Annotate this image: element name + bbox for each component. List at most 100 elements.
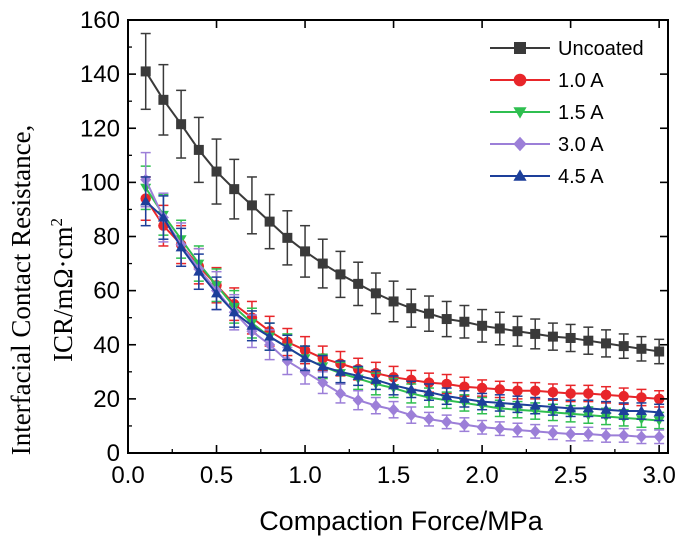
legend-label: Uncoated bbox=[558, 38, 644, 60]
legend-item: 1.5 A bbox=[490, 102, 604, 124]
y-tick-label: 160 bbox=[80, 7, 120, 34]
data-point bbox=[423, 413, 435, 426]
data-point bbox=[636, 392, 647, 403]
data-point bbox=[600, 429, 612, 442]
data-point bbox=[600, 404, 612, 414]
data-point bbox=[246, 320, 258, 330]
data-point bbox=[353, 278, 364, 289]
data-point bbox=[406, 303, 417, 314]
legend-item: 1.0 A bbox=[490, 70, 604, 92]
data-point bbox=[618, 405, 630, 416]
data-point bbox=[654, 346, 665, 357]
data-point bbox=[529, 385, 541, 397]
data-point bbox=[459, 316, 470, 327]
data-point bbox=[441, 314, 452, 325]
data-point bbox=[352, 370, 364, 380]
plot-area bbox=[140, 32, 665, 445]
data-point bbox=[211, 166, 222, 177]
data-point bbox=[458, 418, 470, 431]
data-point bbox=[281, 341, 293, 352]
x-tick-label: 1.5 bbox=[377, 462, 410, 489]
y-axis-title-line1: Interfacial Contact Resistance, bbox=[6, 125, 36, 456]
legend-item: Uncoated bbox=[490, 38, 644, 60]
y-tick-label: 0 bbox=[107, 440, 120, 467]
data-point bbox=[388, 403, 400, 416]
data-point bbox=[529, 425, 541, 438]
legend: Uncoated 1.0 A 1.5 A 3.0 A 4.5 A bbox=[490, 38, 644, 188]
data-point bbox=[494, 384, 506, 395]
data-point bbox=[582, 428, 594, 441]
data-point bbox=[565, 402, 577, 413]
data-point bbox=[512, 385, 523, 397]
legend-label: 1.0 A bbox=[558, 70, 604, 92]
y-tick-label: 60 bbox=[93, 278, 120, 305]
data-point bbox=[140, 195, 152, 206]
data-point bbox=[352, 394, 364, 407]
y-axis-title-units: ICR/mΩ·cm bbox=[48, 226, 78, 362]
series-line bbox=[144, 179, 660, 438]
data-point bbox=[636, 343, 647, 354]
data-point bbox=[547, 401, 559, 411]
legend-marker bbox=[513, 107, 527, 119]
data-point bbox=[530, 328, 541, 339]
y-axis-title-superscript: 2 bbox=[47, 218, 66, 227]
legend-label: 4.5 A bbox=[558, 166, 604, 188]
data-point bbox=[423, 386, 435, 397]
x-tick-label: 2.5 bbox=[554, 462, 587, 489]
legend-label: 1.5 A bbox=[558, 102, 604, 124]
data-point bbox=[157, 212, 169, 222]
data-point bbox=[565, 428, 577, 441]
data-point bbox=[370, 399, 382, 412]
data-point bbox=[635, 430, 647, 443]
y-tick-label: 120 bbox=[80, 115, 120, 142]
data-point bbox=[635, 405, 647, 416]
series-line bbox=[145, 200, 660, 414]
data-point bbox=[494, 422, 506, 435]
data-point bbox=[300, 246, 311, 257]
data-point bbox=[653, 406, 665, 417]
data-point bbox=[547, 426, 559, 439]
axes: 0.0 0.5 1.0 1.5 2.0 2.5 3.0 0 20 40 60 80 100 120 140 1… bbox=[80, 7, 676, 489]
data-point bbox=[583, 335, 594, 346]
data-point bbox=[476, 396, 488, 406]
data-point bbox=[565, 388, 576, 399]
data-point bbox=[423, 377, 435, 388]
data-point bbox=[405, 409, 417, 422]
data-point bbox=[477, 320, 488, 331]
y-tick-label: 40 bbox=[93, 332, 120, 359]
legend-marker bbox=[514, 42, 526, 54]
data-point bbox=[211, 287, 223, 298]
data-point bbox=[246, 200, 257, 211]
data-point bbox=[335, 269, 346, 280]
legend-marker bbox=[513, 136, 527, 152]
data-point bbox=[423, 308, 434, 319]
y-axis-title-line2: ICR/mΩ·cm2 bbox=[47, 218, 78, 362]
y-tick-label: 80 bbox=[93, 224, 120, 251]
data-point bbox=[583, 388, 594, 399]
data-point bbox=[476, 382, 488, 394]
data-point bbox=[334, 366, 346, 376]
data-point bbox=[281, 354, 293, 367]
legend-item: 4.5 A bbox=[490, 166, 604, 188]
data-point bbox=[140, 66, 151, 77]
y-tick-label: 100 bbox=[80, 169, 120, 196]
data-point bbox=[512, 326, 523, 337]
data-point bbox=[565, 332, 576, 343]
y-tick-label: 140 bbox=[80, 61, 120, 88]
data-point bbox=[618, 341, 629, 352]
x-tick-label: 1.0 bbox=[288, 462, 321, 489]
data-point bbox=[458, 393, 470, 403]
data-point bbox=[653, 393, 665, 405]
data-point bbox=[405, 383, 417, 394]
x-axis-title: Compaction Force/MPa bbox=[259, 506, 544, 536]
series-uncoated bbox=[140, 32, 665, 365]
series-4-5-a bbox=[140, 176, 665, 422]
data-point bbox=[494, 397, 506, 407]
data-point bbox=[317, 258, 328, 269]
data-point bbox=[334, 387, 346, 400]
data-point bbox=[618, 390, 629, 402]
data-point bbox=[264, 216, 275, 227]
data-point bbox=[476, 421, 488, 434]
